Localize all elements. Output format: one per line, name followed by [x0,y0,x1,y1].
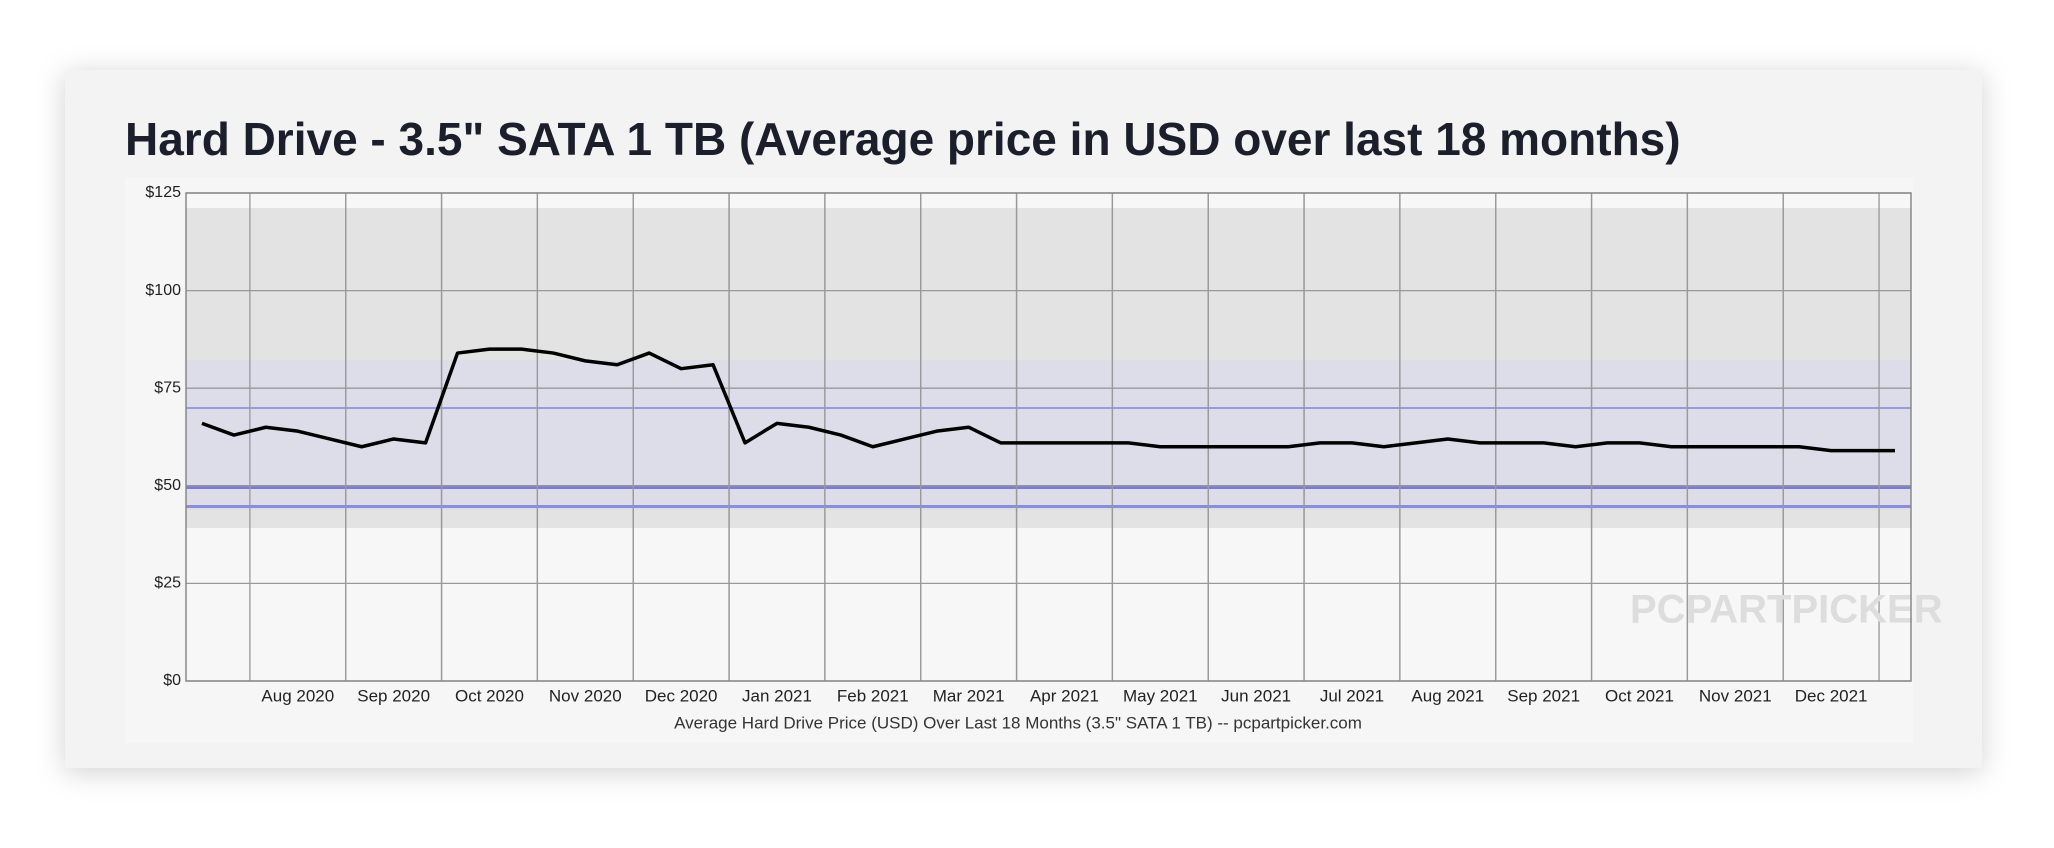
x-tick-label: Sep 2021 [1507,686,1580,705]
y-tick-label: $0 [163,672,181,689]
watermark: PCPARTPICKER [1630,588,1943,632]
price-density-line [186,407,1911,409]
x-tick-label: Jul 2021 [1320,686,1384,705]
y-tick-label: $25 [154,575,181,592]
y-tick-label: $50 [154,477,181,494]
x-tick-label: Aug 2021 [1411,686,1484,705]
x-tick-label: Dec 2020 [645,686,718,705]
x-tick-label: Mar 2021 [933,686,1005,705]
x-tick-label: Jan 2021 [742,686,812,705]
chart-title: Hard Drive - 3.5" SATA 1 TB (Average pri… [125,113,1681,165]
x-axis-label: Average Hard Drive Price (USD) Over Last… [674,713,1362,732]
x-tick-label: Jun 2021 [1221,686,1291,705]
price-density-line [186,505,1911,508]
x-tick-label: Oct 2021 [1605,686,1674,705]
y-tick-label: $100 [145,282,181,299]
x-tick-label: May 2021 [1123,686,1198,705]
y-tick-label: $75 [154,379,181,396]
x-tick-label: Aug 2020 [261,686,334,705]
x-tick-label: Sep 2020 [357,686,430,705]
x-tick-label: Apr 2021 [1030,686,1099,705]
grid [186,192,1911,682]
x-tick-label: Feb 2021 [837,686,909,705]
price-density-line [186,485,1911,489]
price-line [201,347,1896,453]
x-tick-label: Nov 2021 [1699,686,1772,705]
y-tick-label: $125 [145,184,181,201]
x-tick-label: Oct 2020 [455,686,524,705]
plot-border [185,192,1912,682]
x-tick-label: Nov 2020 [549,686,622,705]
x-tick-label: Dec 2021 [1795,686,1868,705]
